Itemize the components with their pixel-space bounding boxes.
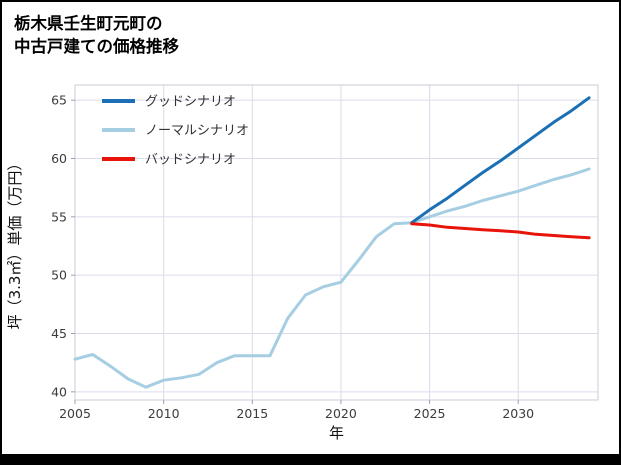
legend-label-1: ノーマルシナリオ bbox=[145, 124, 249, 139]
y-tick-label: 65 bbox=[51, 93, 67, 108]
y-axis-label: 坪（3.3㎡）単価（万円） bbox=[6, 156, 24, 330]
x-tick-label: 2025 bbox=[414, 406, 446, 421]
y-tick-label: 60 bbox=[51, 151, 67, 166]
price-trend-chart: 2005 2010 2015 2020 2025 2030 40 45 50 55 60 65 年 坪（3… bbox=[2, 62, 619, 449]
series-line-normal bbox=[73, 167, 591, 389]
legend-label-0: グッドシナリオ bbox=[145, 95, 236, 110]
y-tick-label: 40 bbox=[51, 384, 67, 399]
series-line-bad bbox=[410, 222, 591, 240]
x-tick-label: 2005 bbox=[59, 406, 91, 421]
x-tick-label: 2020 bbox=[325, 406, 357, 421]
chart-title-line2: 中古戸建ての価格推移 bbox=[14, 37, 179, 57]
chart-title-line1: 栃木県壬生町元町の bbox=[14, 14, 163, 33]
x-tick-label: 2030 bbox=[502, 406, 534, 421]
x-tick-label: 2015 bbox=[236, 406, 268, 421]
series-line-good bbox=[410, 96, 591, 225]
y-tick-label: 45 bbox=[51, 326, 67, 341]
x-tick-label: 2010 bbox=[148, 406, 180, 421]
bottom-black-bar bbox=[2, 454, 619, 463]
legend-label-2: バッドシナリオ bbox=[145, 153, 236, 168]
chart-title: 栃木県壬生町元町の 中古戸建ての価格推移 bbox=[2, 2, 619, 59]
x-axis-label: 年 bbox=[329, 424, 344, 442]
y-tick-label: 50 bbox=[51, 268, 67, 283]
plot-border bbox=[74, 84, 599, 401]
line-chart-canvas: 2005 2010 2015 2020 2025 2030 40 45 50 55 60 65 年 坪（3… bbox=[6, 84, 599, 442]
y-tick-label: 55 bbox=[51, 209, 67, 224]
